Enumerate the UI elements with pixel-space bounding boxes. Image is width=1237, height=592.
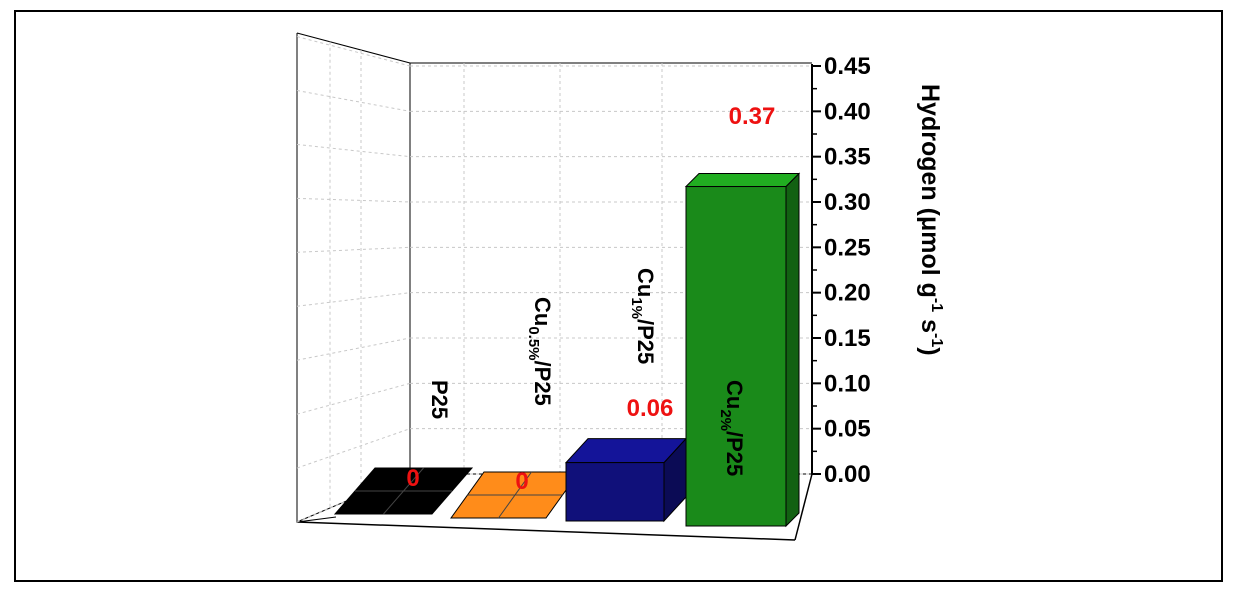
y-title-part-4: s: [916, 312, 944, 333]
bar-0: [333, 467, 474, 515]
bar-3: [684, 172, 801, 528]
bar-flat-grid2-0: [383, 467, 424, 515]
category-base-2: Cu: [633, 268, 658, 297]
bar-flat-grid2-1: [498, 471, 532, 519]
value-label-2: 0.06: [627, 395, 674, 422]
y-tick-label-7: 0.35: [824, 144, 871, 171]
y-title-part-1: μ: [916, 216, 944, 231]
y-tick-label-2: 0.10: [824, 370, 871, 397]
grid-h-side-9: [296, 36, 411, 67]
category-sub-3: 2%: [717, 409, 734, 431]
category-label-1: Cu0.5%/P25: [525, 297, 555, 406]
grid-h-side-4: [296, 292, 411, 307]
y-title-part-6: ): [916, 347, 944, 355]
y-tick-label-9: 0.45: [824, 53, 871, 80]
category-label-2: Cu1%/P25: [628, 268, 658, 364]
grid-h-side-7: [296, 143, 411, 158]
value-label-0: 0: [406, 465, 419, 492]
bar-side-3: [785, 172, 800, 528]
category-label-3: Cu2%/P25: [717, 380, 747, 476]
bar-2: [564, 437, 688, 523]
value-label-1: 0: [515, 468, 528, 495]
y-title-part-0: Hydrogen (: [916, 84, 944, 217]
grid-h-side-3: [296, 337, 411, 361]
bar-1: [450, 471, 580, 519]
y-tick-label-5: 0.25: [824, 234, 871, 261]
y-tick-label-0: 0.00: [824, 461, 871, 488]
y-tick-label-1: 0.05: [824, 416, 871, 443]
category-sub-1: 0.5%: [525, 326, 542, 360]
bar-front-2: [565, 462, 665, 522]
y-title-part-5: -1: [928, 333, 945, 347]
category-base-0: P25: [427, 380, 452, 419]
y-title-part-2: mol g: [916, 231, 944, 298]
floor-right-edge: [794, 473, 813, 541]
category-label-0: P25: [427, 380, 452, 419]
y-tick-label-6: 0.30: [824, 189, 871, 216]
floor-front-edge: [296, 521, 796, 541]
category-suffix-2: /P25: [633, 319, 658, 364]
bar-top-3: [684, 173, 801, 188]
y-axis: 0.00 0.05 0.10 0.15 0.20 0.25 0.30 0.35 0.40 0.45: [811, 53, 871, 488]
value-label-3: 0.37: [729, 103, 776, 130]
y-tick-label-3: 0.15: [824, 325, 871, 352]
bars: [333, 172, 801, 528]
category-suffix-1: /P25: [530, 361, 555, 406]
bar-front-3: [685, 186, 787, 527]
grid-h-side-5: [296, 246, 411, 253]
grid-h-side-1: [296, 428, 411, 469]
grid-h-side-8: [296, 90, 411, 112]
y-tick-label-4: 0.20: [824, 280, 871, 307]
category-suffix-3: /P25: [722, 431, 747, 476]
value-labels: 0 0 0.06 0.37: [406, 103, 775, 495]
category-base-3: Cu: [722, 380, 747, 409]
category-sub-2: 1%: [628, 297, 645, 319]
grid-h-side-6: [296, 197, 411, 203]
y-axis-title-text: Hydrogen (μmol g-1 s-1): [916, 84, 945, 356]
y-title-part-3: -1: [928, 298, 945, 312]
grid-h-side-2: [296, 382, 411, 415]
category-base-1: Cu: [530, 297, 555, 326]
top-left-edge: [296, 32, 411, 64]
y-tick-label-8: 0.40: [824, 98, 871, 125]
y-axis-title: Hydrogen (μmol g-1 s-1): [916, 84, 945, 356]
